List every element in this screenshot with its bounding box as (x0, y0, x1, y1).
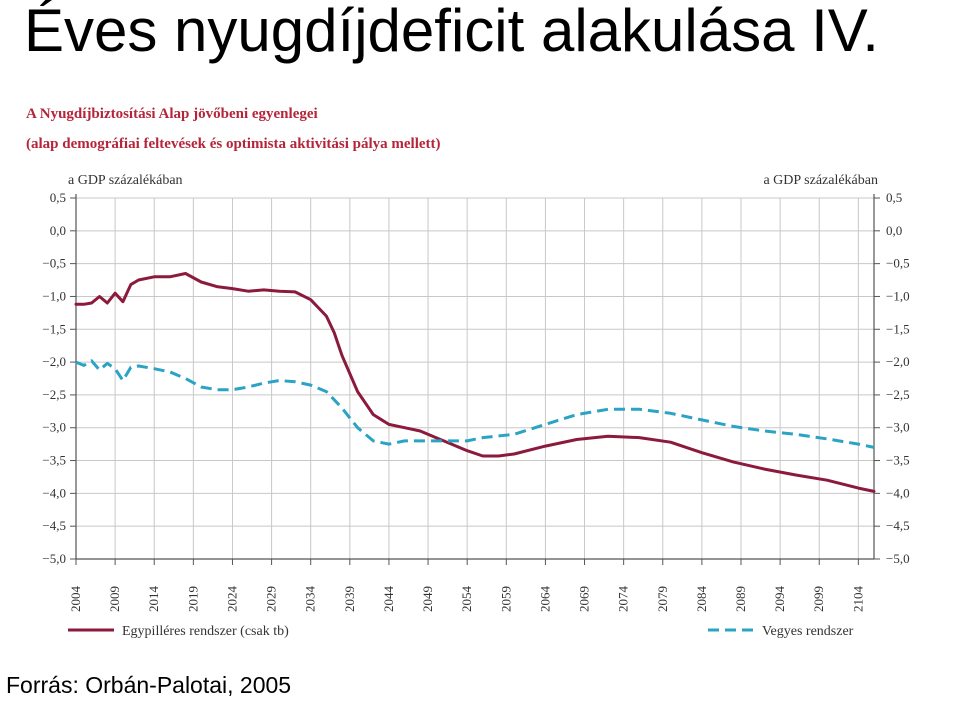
legend-label-2: Vegyes rendszer (762, 624, 854, 639)
x-tick-label: 2034 (303, 586, 318, 613)
y-tick-label-right: 0,5 (886, 190, 902, 205)
y-tick-label-right: −0,5 (886, 256, 910, 271)
y-tick-label-left: −2,5 (42, 387, 66, 402)
x-tick-label: 2104 (850, 586, 865, 613)
x-tick-label: 2049 (420, 586, 435, 612)
y-tick-label-right: −5,0 (886, 551, 910, 566)
line-chart: A Nyugdíjbiztosítási Alap jövőbeni egyen… (18, 92, 940, 652)
x-tick-label: 2029 (264, 586, 279, 612)
x-tick-label: 2069 (577, 586, 592, 612)
x-tick-label: 2074 (616, 586, 631, 613)
x-tick-label: 2039 (342, 586, 357, 612)
series-line-2 (75, 359, 875, 449)
x-tick-label: 2009 (107, 586, 122, 612)
y-tick-label-left: −1,5 (42, 321, 66, 336)
grid-lines (75, 197, 874, 560)
legend-label-1: Egypilléres rendszer (csak tb) (122, 624, 289, 639)
y-tick-label-left: −3,0 (42, 420, 66, 435)
x-tick-label: 2004 (68, 586, 83, 613)
x-tick-label: 2064 (537, 586, 552, 613)
chart-title: A Nyugdíjbiztosítási Alap jövőbeni egyen… (26, 106, 318, 122)
y-tick-label-right: −4,0 (886, 485, 910, 500)
y-tick-label-left: −4,0 (42, 485, 66, 500)
axes (70, 194, 880, 565)
slide-title: Éves nyugdíjdeficit alakulása IV. (24, 0, 879, 64)
y-tick-label-right: 0,0 (886, 223, 902, 238)
x-tick-label: 2019 (185, 586, 200, 612)
y-tick-label-left: −1,0 (42, 288, 66, 303)
y-tick-label-left: −2,0 (42, 354, 66, 369)
right-axis-unit: a GDP százalékában (763, 173, 878, 188)
y-tick-label-right: −3,5 (886, 453, 910, 468)
x-tick-label: 2024 (224, 586, 239, 613)
y-tick-label-right: −2,0 (886, 354, 910, 369)
y-tick-label-left: 0,0 (50, 223, 66, 238)
x-tick-label: 2044 (381, 586, 396, 613)
y-tick-label-left: −5,0 (42, 551, 66, 566)
legend: Egypilléres rendszer (csak tb) Vegyes ren… (68, 624, 854, 639)
y-tick-label-right: −3,0 (886, 420, 910, 435)
x-tick-label: 2099 (811, 586, 826, 612)
y-tick-label-right: −1,5 (886, 321, 910, 336)
series-lines (74, 272, 876, 493)
y-tick-label-left: −3,5 (42, 453, 66, 468)
source-note: Forrás: Orbán-Palotai, 2005 (6, 672, 292, 698)
y-tick-label-right: −1,0 (886, 288, 910, 303)
chart-panel: A Nyugdíjbiztosítási Alap jövőbeni egyen… (18, 92, 940, 652)
chart-subtitle: (alap demográfiai feltevések és optimist… (26, 136, 441, 152)
x-tick-label: 2059 (498, 586, 513, 612)
y-tick-label-left: −4,5 (42, 518, 66, 533)
y-tick-label-right: −4,5 (886, 518, 910, 533)
series-line-1 (74, 272, 876, 493)
y-tick-label-right: −2,5 (886, 387, 910, 402)
y-tick-label-left: −0,5 (42, 256, 66, 271)
x-tick-label: 2094 (772, 586, 787, 613)
x-tick-label: 2084 (694, 586, 709, 613)
y-tick-label-left: 0,5 (50, 190, 66, 205)
x-tick-label: 2079 (655, 586, 670, 612)
x-tick-label: 2054 (459, 586, 474, 613)
x-tick-label: 2089 (733, 586, 748, 612)
x-tick-label: 2014 (146, 586, 161, 613)
tick-labels: 0,5 0,5 0,0 0,0 −0,5 −0,5 −1,0 −1,0 −1,5 −1,5 −2,0… (42, 190, 909, 612)
left-axis-unit: a GDP százalékában (68, 173, 183, 188)
